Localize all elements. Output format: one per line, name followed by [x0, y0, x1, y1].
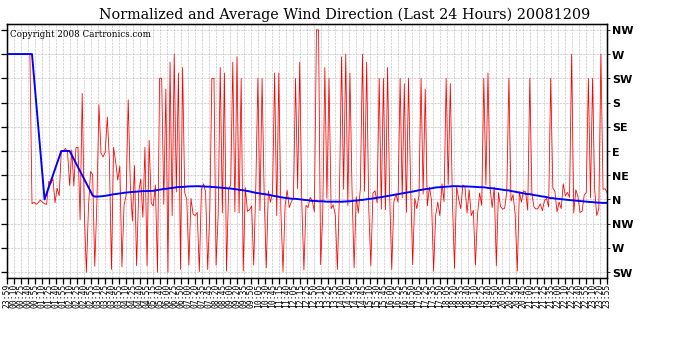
Text: Copyright 2008 Cartronics.com: Copyright 2008 Cartronics.com [10, 30, 151, 39]
Text: Normalized and Average Wind Direction (Last 24 Hours) 20081209: Normalized and Average Wind Direction (L… [99, 7, 591, 21]
